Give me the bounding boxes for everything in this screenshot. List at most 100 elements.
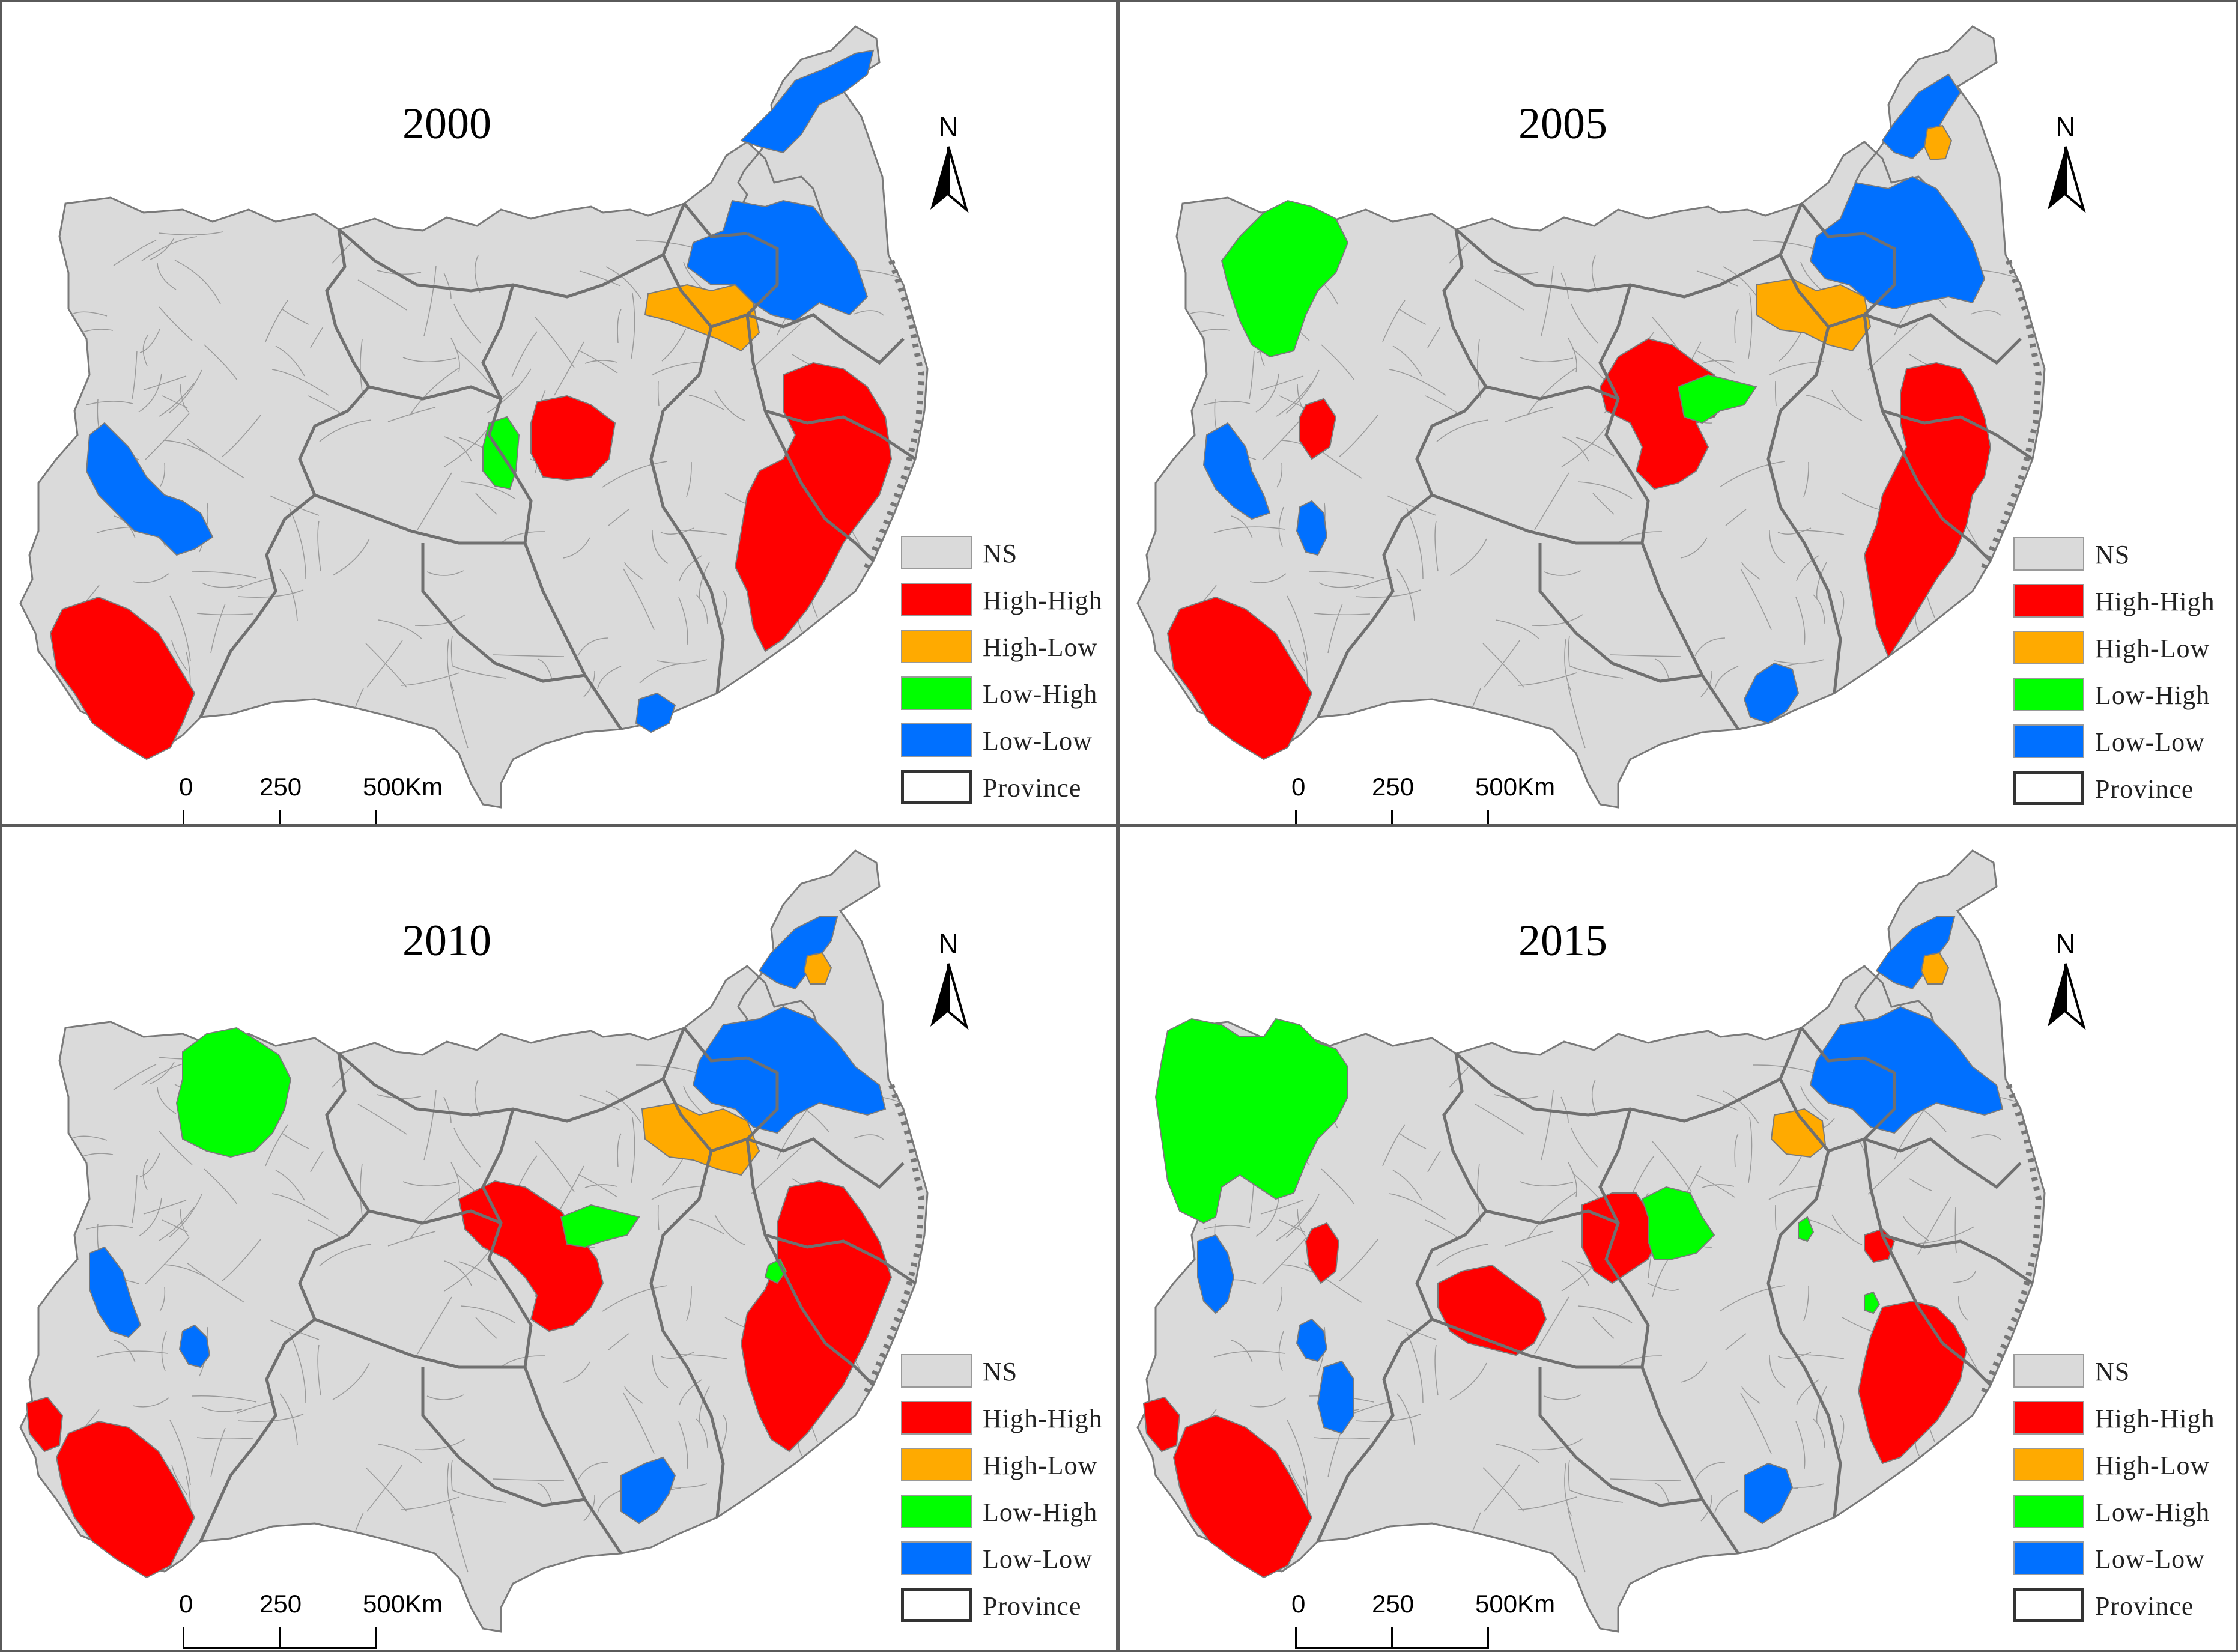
cluster-region-high-low bbox=[1920, 952, 1950, 985]
scale-tick bbox=[1295, 810, 1297, 824]
scale-line bbox=[1295, 1647, 1489, 1649]
cluster-region-low-high bbox=[1641, 1186, 1715, 1260]
scale-line bbox=[183, 1647, 377, 1649]
scale-tick bbox=[279, 810, 281, 824]
cluster-region-high-high bbox=[734, 362, 893, 652]
scale-tick-label: 250 bbox=[259, 773, 302, 801]
cluster-region-low-high bbox=[1798, 1216, 1815, 1242]
legend-item: High-High bbox=[901, 1401, 1116, 1438]
legend-item: High-Low bbox=[2013, 631, 2236, 668]
legend-item: High-High bbox=[2013, 584, 2236, 621]
map-panel-2015: 2015 N NS High-High High-Low Low-High Low-Lo… bbox=[1117, 824, 2238, 1652]
cluster-region-high-high bbox=[1857, 1300, 1968, 1465]
legend-item: Low-High bbox=[2013, 678, 2236, 715]
legend-item: Low-Low bbox=[2013, 724, 2236, 762]
north-label: N bbox=[938, 928, 959, 959]
legend-item: Low-High bbox=[901, 1495, 1116, 1532]
legend-label: High-Low bbox=[983, 1451, 1098, 1480]
legend-item: High-High bbox=[2013, 1401, 2236, 1438]
cluster-region-low-low bbox=[1744, 1462, 1794, 1525]
cluster-region-low-low bbox=[620, 1456, 676, 1525]
scale-tick bbox=[375, 1627, 377, 1648]
scale-tick bbox=[1487, 1627, 1489, 1648]
scale-tick bbox=[1391, 1627, 1393, 1648]
province-borders bbox=[1316, 1027, 2034, 1555]
legend-swatch bbox=[901, 676, 972, 710]
legend-swatch bbox=[2013, 631, 2084, 664]
north-arrow-icon: N bbox=[2039, 111, 2093, 219]
cluster-region-high-high bbox=[740, 1180, 893, 1453]
scale-tick-label: 500Km bbox=[1475, 1590, 1556, 1618]
legend-label: Low-High bbox=[983, 1498, 1098, 1527]
scale-bar: 0 250 500Km bbox=[1291, 1590, 1555, 1650]
cluster-region-low-low bbox=[1809, 1006, 2004, 1134]
north-label: N bbox=[2055, 111, 2076, 142]
cluster-map bbox=[1136, 25, 2046, 809]
cluster-region-high-high bbox=[530, 395, 616, 481]
legend-swatch bbox=[901, 630, 972, 663]
legend-swatch bbox=[901, 1401, 972, 1435]
cluster-region-low-low bbox=[1202, 422, 1271, 520]
scale-tick-label: 500Km bbox=[363, 1590, 443, 1618]
legend-label: Province bbox=[983, 1591, 1082, 1621]
cluster-region-high-high bbox=[1172, 1414, 1313, 1579]
scale-tick bbox=[1487, 810, 1489, 824]
legend-label: Low-High bbox=[983, 679, 1098, 709]
cluster-map bbox=[19, 25, 929, 809]
cluster-region-high-high bbox=[49, 596, 196, 761]
cluster-region-low-low bbox=[85, 422, 214, 556]
scale-tick-label: 0 bbox=[1291, 1590, 1306, 1618]
legend-label: High-High bbox=[2095, 1404, 2215, 1433]
north-arrow-icon: N bbox=[2039, 928, 2093, 1036]
legend-item: NS bbox=[2013, 537, 2236, 574]
legend-label: Province bbox=[2095, 774, 2194, 804]
legend-label: Province bbox=[2095, 1591, 2194, 1621]
legend-label: High-High bbox=[983, 1404, 1103, 1433]
legend-swatch bbox=[901, 1354, 972, 1388]
cluster-region-low-low bbox=[1809, 175, 1986, 310]
legend-swatch bbox=[901, 770, 972, 804]
legend-item: Low-High bbox=[2013, 1495, 2236, 1532]
cluster-region-low-high bbox=[1677, 374, 1757, 424]
legend-swatch bbox=[2013, 1495, 2084, 1528]
legend-swatch bbox=[2013, 1401, 2084, 1435]
scale-tick bbox=[279, 1627, 281, 1648]
legend-item: High-Low bbox=[901, 1448, 1116, 1485]
legend-swatch bbox=[2013, 678, 2084, 711]
legend-label: Low-Low bbox=[983, 726, 1093, 756]
cluster-region-high-high bbox=[1299, 398, 1337, 460]
legend-label: High-Low bbox=[2095, 634, 2210, 663]
legend-swatch bbox=[2013, 771, 2084, 805]
legend-label: NS bbox=[2095, 540, 2130, 569]
panel-year-title: 2010 bbox=[402, 916, 491, 965]
scale-tick-label: 0 bbox=[179, 773, 193, 801]
scale-tick-label: 250 bbox=[1372, 773, 1415, 801]
cluster-region-low-low bbox=[1317, 1360, 1354, 1435]
scale-bar: 0 250 500Km bbox=[179, 1590, 443, 1650]
scale-tick bbox=[1391, 810, 1393, 824]
coastal-islands bbox=[1979, 1084, 2042, 1399]
legend-item: Province bbox=[2013, 1588, 2236, 1626]
legend-swatch bbox=[901, 1495, 972, 1528]
cluster-region-low-high bbox=[560, 1204, 640, 1248]
legend-item: High-Low bbox=[901, 630, 1116, 667]
legend-item: NS bbox=[901, 536, 1116, 573]
cluster-region-low-low bbox=[89, 1246, 142, 1338]
cluster-region-high-high bbox=[1142, 1396, 1181, 1453]
scale-bar: 0 250 500Km bbox=[179, 773, 443, 824]
coastal-islands bbox=[861, 1084, 925, 1399]
legend-swatch bbox=[2013, 537, 2084, 571]
legend-swatch bbox=[901, 536, 972, 569]
legend-item: High-High bbox=[901, 583, 1116, 620]
panel-year-title: 2000 bbox=[402, 99, 491, 148]
map-panel-2005: 2005 N NS High-High High-Low Low-High Low-Lo… bbox=[1117, 0, 2238, 827]
coastal-islands bbox=[861, 260, 925, 575]
legend-swatch bbox=[2013, 1354, 2084, 1388]
cluster-region-high-low bbox=[803, 952, 832, 985]
legend-label: NS bbox=[983, 539, 1018, 568]
legend-label: Low-Low bbox=[2095, 1544, 2205, 1574]
cluster-region-low-low bbox=[1197, 1234, 1235, 1314]
province-borders bbox=[199, 202, 917, 730]
county-borders bbox=[67, 231, 915, 749]
scale-tick bbox=[183, 1627, 184, 1648]
